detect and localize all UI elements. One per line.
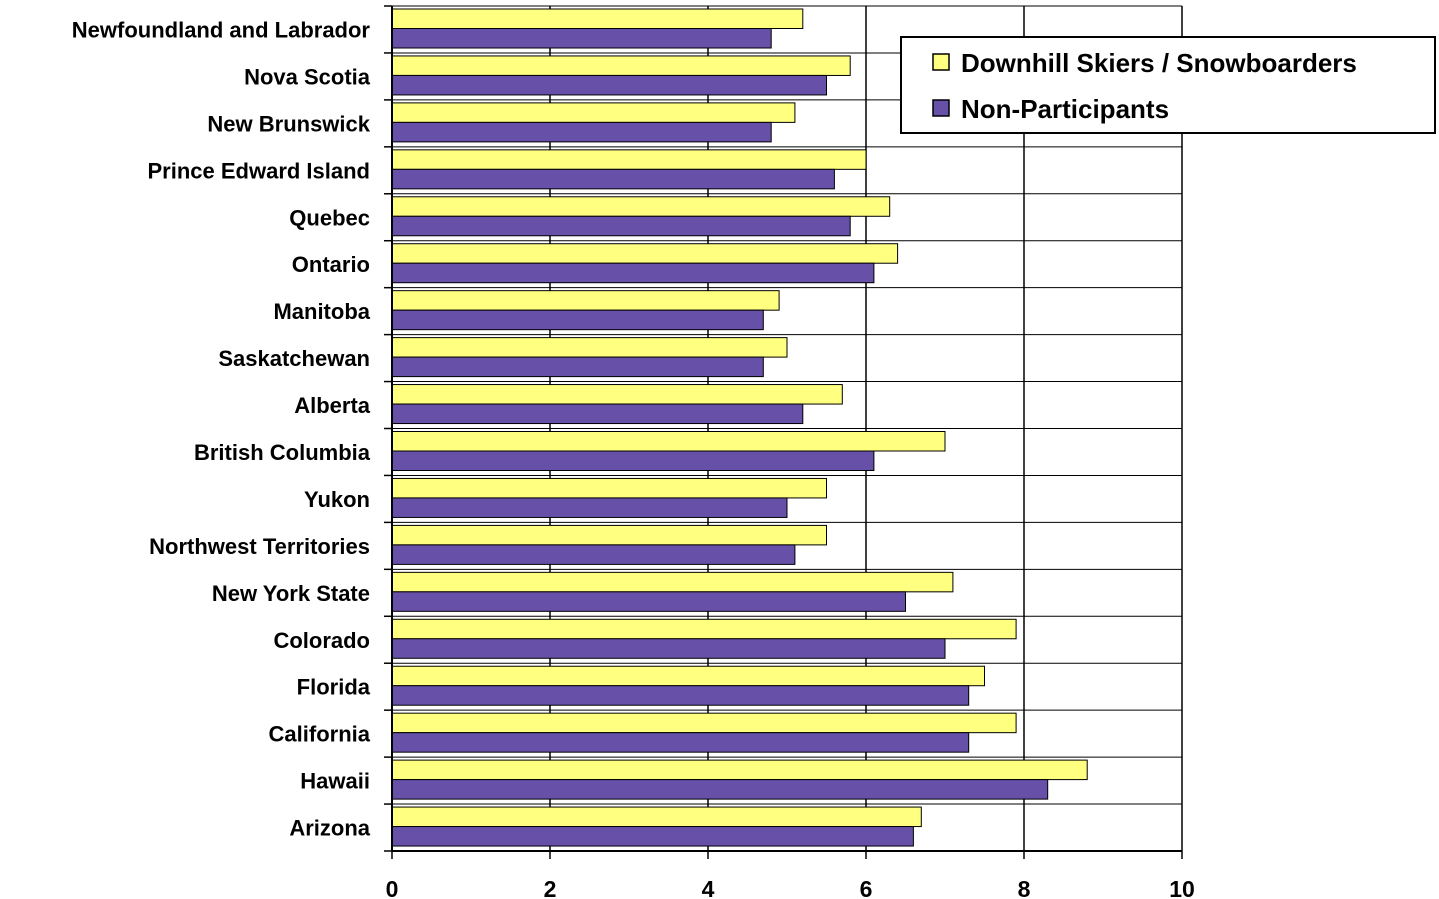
legend: Downhill Skiers / Snowboarders Non-Parti… [900, 36, 1436, 134]
bar-series-1 [391, 55, 851, 76]
bar-series-1 [391, 477, 827, 499]
bar-series-1 [391, 712, 1017, 734]
bar-series-1 [391, 102, 796, 123]
tick-labels: 0 2 4 6 8 10 [386, 876, 1195, 899]
bar-series-1 [391, 149, 867, 170]
bar-series-2 [391, 497, 788, 518]
bar-series-2 [391, 544, 796, 565]
bar-series-1 [391, 290, 780, 311]
category-label: Saskatchewan [218, 346, 370, 371]
category-label: Colorado [273, 628, 370, 653]
x-tick-label: 0 [386, 876, 399, 899]
legend-label-series-2: Non-Participants [961, 94, 1169, 124]
x-tick-label: 8 [1018, 876, 1031, 899]
category-label: Nova Scotia [244, 64, 371, 89]
category-label: California [269, 722, 371, 747]
bar-series-2 [391, 121, 772, 143]
bar-series-2 [391, 168, 835, 190]
category-label: British Columbia [194, 440, 371, 465]
x-tick-label: 10 [1169, 876, 1195, 899]
category-label: Ontario [292, 252, 370, 277]
bar-series-1 [391, 524, 827, 546]
category-label: Alberta [294, 393, 371, 418]
axes [384, 5, 1183, 859]
bar-series-2 [391, 309, 764, 331]
bar-series-2 [391, 262, 875, 284]
category-label: New York State [212, 581, 370, 606]
bar-series-1 [391, 431, 946, 452]
legend-swatch-series-2 [932, 99, 950, 117]
legend-box [900, 36, 1436, 134]
bars [391, 8, 1088, 847]
bar-series-2 [391, 356, 764, 378]
category-label: Hawaii [300, 769, 370, 794]
bar-series-1 [391, 806, 922, 828]
category-label: Florida [297, 675, 371, 700]
bar-series-2 [391, 403, 804, 425]
bar-series-1 [391, 665, 985, 687]
category-label: New Brunswick [207, 111, 370, 136]
bar-series-2 [391, 732, 970, 753]
bar-series-1 [391, 618, 1017, 640]
category-label: Northwest Territories [149, 534, 370, 559]
legend-swatch-series-1 [932, 53, 950, 71]
bar-series-2 [391, 215, 851, 237]
category-label: Quebec [289, 205, 370, 230]
bar-series-2 [391, 779, 1049, 800]
bar-series-1 [391, 8, 804, 29]
x-tick-label: 2 [544, 876, 557, 899]
bar-series-2 [391, 74, 827, 96]
bar-series-2 [391, 826, 914, 847]
x-tick-label: 6 [860, 876, 873, 899]
bar-series-2 [391, 638, 946, 659]
bar-series-2 [391, 591, 906, 612]
legend-label-series-1: Downhill Skiers / Snowboarders [961, 48, 1357, 78]
category-label: Prince Edward Island [147, 158, 370, 183]
bar-series-2 [391, 28, 772, 49]
gridlines [392, 5, 1183, 852]
category-label: Yukon [304, 487, 370, 512]
bar-series-2 [391, 450, 875, 471]
bar-series-1 [391, 571, 954, 593]
bar-series-1 [391, 337, 788, 358]
bar-series-1 [391, 243, 899, 264]
bar-series-1 [391, 759, 1088, 781]
category-label: Manitoba [273, 299, 370, 324]
bar-series-1 [391, 384, 843, 405]
category-label: Arizona [289, 816, 370, 841]
category-label: Newfoundland and Labrador [72, 17, 371, 42]
bar-series-2 [391, 685, 970, 706]
x-tick-label: 4 [702, 876, 715, 899]
bar-series-1 [391, 196, 891, 217]
category-labels: Newfoundland and Labrador Nova Scotia New … [72, 17, 371, 840]
